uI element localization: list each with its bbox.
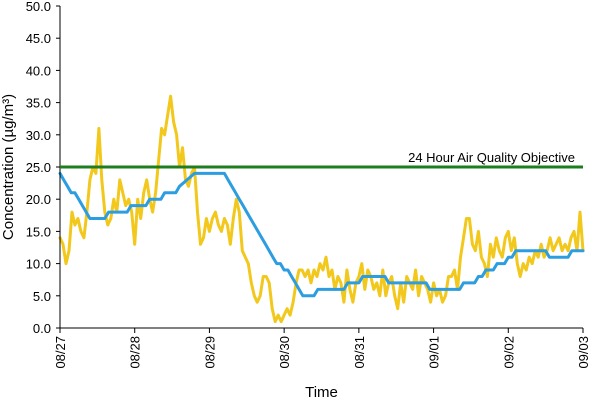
x-tick-label: 08/31 <box>352 336 367 369</box>
y-tick-label: 15.0 <box>26 224 51 239</box>
y-tick-label: 5.0 <box>33 289 51 304</box>
y-axis-title: Concentration (µg/m³) <box>0 94 17 240</box>
y-tick-label: 45.0 <box>26 31 51 46</box>
x-tick-label: 09/02 <box>501 336 516 369</box>
x-tick-label: 08/28 <box>128 336 143 369</box>
y-tick-label: 10.0 <box>26 257 51 272</box>
x-tick-label: 08/27 <box>53 336 68 369</box>
x-tick-label: 08/29 <box>202 336 217 369</box>
x-tick-label: 08/30 <box>277 336 292 369</box>
y-tick-label: 25.0 <box>26 160 51 175</box>
x-tick-label: 09/03 <box>576 336 591 369</box>
y-tick-label: 30.0 <box>26 128 51 143</box>
x-tick-label: 09/01 <box>427 336 442 369</box>
series-layer <box>58 94 585 324</box>
y-tick-label: 0.0 <box>33 321 51 336</box>
x-axis-title: Time <box>305 384 338 400</box>
series-line-2 <box>58 171 585 298</box>
y-tick-label: 20.0 <box>26 192 51 207</box>
y-tick-label: 35.0 <box>26 96 51 111</box>
x-axis-ticks: 08/27 08/28 08/29 08/30 08/31 09/01 09/02 09/03 <box>53 328 591 369</box>
y-tick-label: 50.0 <box>26 0 51 14</box>
series-line-1 <box>58 94 585 324</box>
objective-annotation: 24 Hour Air Quality Objective <box>408 150 575 165</box>
plot-area: 0.0 5.0 10.0 15.0 20.0 25.0 30.0 35.0 40.0 45.0 50… <box>26 0 591 369</box>
y-tick-label: 40.0 <box>26 63 51 78</box>
y-axis-ticks: 0.0 5.0 10.0 15.0 20.0 25.0 30.0 35.0 40.0 45.0 50… <box>26 0 60 336</box>
